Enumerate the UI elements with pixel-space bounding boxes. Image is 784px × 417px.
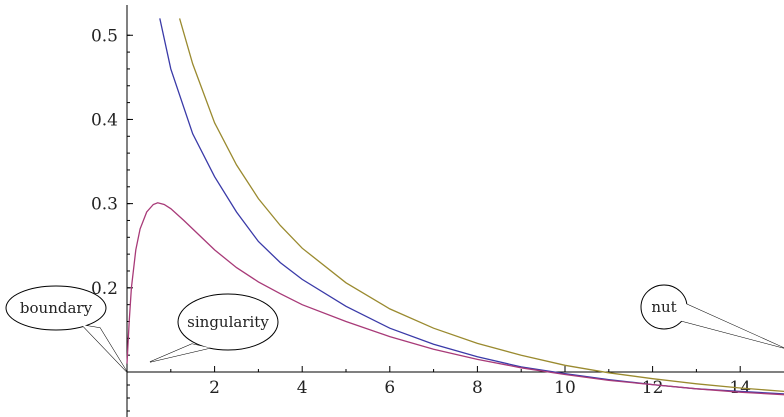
series-line-3 [126,202,784,396]
callout-label: boundary [20,299,93,317]
x-tick-label: 12 [642,378,664,398]
callout-seam [678,303,784,348]
callout-seam [82,325,127,372]
x-tick-label: 6 [384,378,395,398]
x-tick-label: 2 [209,378,220,398]
y-tick-label: 0.5 [91,26,118,46]
y-tick-label: 0.4 [91,110,118,130]
callout-seam [150,344,210,362]
callout-fill [7,287,105,329]
callout-fill [642,286,686,328]
series-group [126,18,784,396]
x-tick-label: 4 [297,378,308,398]
callout-nut: nut [640,284,784,349]
x-tick-label: 8 [472,378,483,398]
x-tick-label: 10 [554,378,576,398]
callout-fill [179,295,277,349]
y-tick-label: 0.2 [91,279,118,299]
axes [126,5,784,417]
callout-singularity: singularity [149,293,279,363]
callout-label: singularity [187,313,269,331]
callout-label: nut [651,298,676,316]
series-line-1 [178,18,784,393]
callouts: boundary singularity nut [5,284,784,373]
y-tick-label: 0.3 [91,195,118,215]
callout-boundary: boundary [5,285,128,373]
ticks: 2 4 6 8 10 12 140.20.30.40.5 [91,26,751,412]
